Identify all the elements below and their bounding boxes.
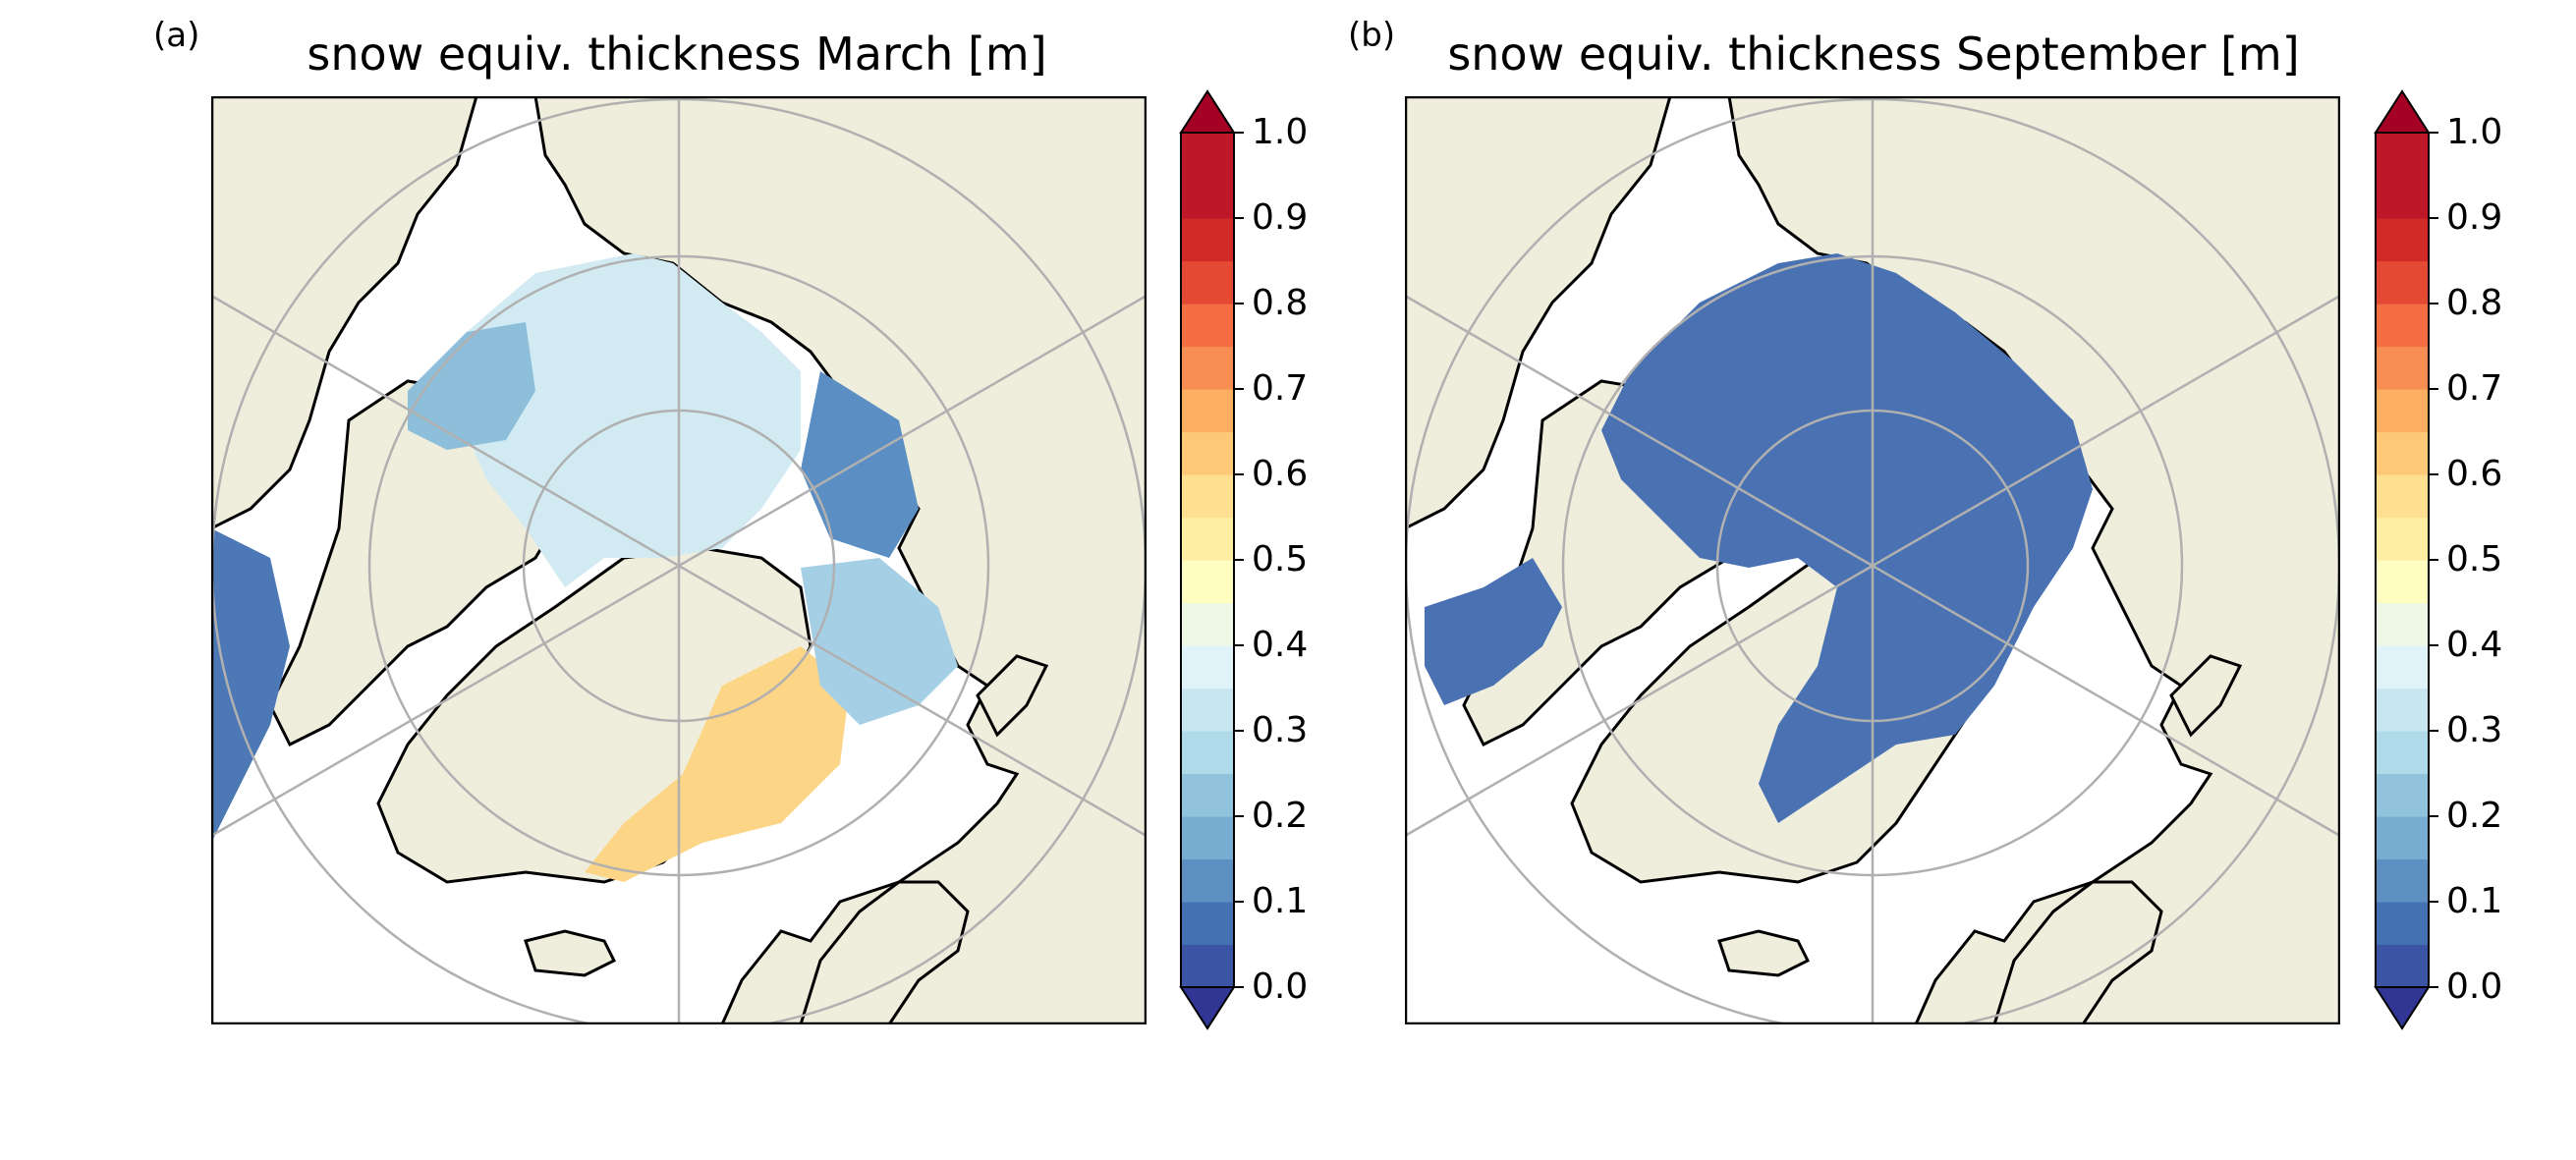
colorbar-tick-label: 0.8 [1252,283,1309,323]
land-iceland [1717,929,1811,977]
colorbar-bin [2376,218,2429,262]
snow-field-fram-strait [585,646,850,882]
colorbar-bin [2376,944,2429,988]
colorbar-bin [1181,133,1234,177]
colorbar-tick-label: 0.6 [1252,454,1309,494]
colorbar-bin [1181,346,1234,390]
panel-a-title: snow equiv. thickness March [m] [307,28,1047,81]
colorbar-tick-label: 0.6 [2446,454,2503,494]
colorbar-bin [2376,858,2429,903]
panel-b-colorbar [2374,89,2438,1030]
colorbar-bin [1181,858,1234,903]
colorbar-tick-label: 0.5 [1252,539,1309,580]
colorbar-bin [2376,517,2429,561]
colorbar-tick-label: 0.5 [2446,539,2503,580]
colorbar-tick-label: 1.0 [1252,112,1309,152]
colorbar-bin [2376,602,2429,646]
map-frame [1405,96,2340,1024]
colorbar-tick-label: 0.2 [1252,796,1309,836]
colorbar-tick-label: 0.0 [1252,967,1309,1007]
panel-a-letter: (a) [153,16,200,55]
meridian-120-300 [1405,294,2340,838]
colorbar-bin [1181,474,1234,519]
colorbar-bin [2376,133,2429,177]
panel-a-map [211,96,1147,1024]
colorbar-bin [1181,602,1234,646]
colorbar-bin [1181,645,1234,690]
colorbar-tick-label: 0.4 [2446,625,2503,665]
colorbar-bin [1181,260,1234,304]
map-frame [211,96,1147,1024]
colorbar-bin [1181,218,1234,262]
colorbar-extend-over [1179,89,1236,134]
colorbar-tick-label: 0.7 [1252,368,1309,409]
colorbar-bin [2376,474,2429,519]
snow-field-siberian-shelf [801,371,919,558]
colorbar-bin [1181,902,1234,946]
colorbar-bin [2376,731,2429,775]
snow-field-baffin [1425,558,1562,705]
colorbar-bin [1181,944,1234,988]
panel-a-colorbar [1179,89,1244,1030]
colorbar-bin [1181,731,1234,775]
colorbar-bin [1181,560,1234,604]
colorbar-bin [2376,431,2429,475]
colorbar-bin [2376,688,2429,732]
colorbar-bin [1181,304,1234,348]
snow-field-pacific-side [408,322,535,450]
colorbar-tick-label: 0.3 [1252,710,1309,750]
land-scandinavia [799,880,970,1024]
colorbar-bin [1181,773,1234,817]
colorbar-tick-label: 0.7 [2446,368,2503,409]
colorbar-bin [2376,560,2429,604]
colorbar-tick-label: 1.0 [2446,112,2503,152]
colorbar-bin [2376,645,2429,690]
colorbar-bin [2376,902,2429,946]
panel-b-letter: (b) [1348,16,1396,55]
land-iceland [524,929,617,977]
snow-field-central-arctic [457,253,801,587]
panel-b-map [1405,96,2340,1024]
colorbar-tick-label: 0.1 [1252,881,1309,921]
land-novaya-zemlya [2169,654,2243,738]
colorbar-bin [2376,773,2429,817]
panel-b-title: snow equiv. thickness September [m] [1447,28,2300,81]
colorbar-bin [2376,175,2429,219]
meridian-120-300 [211,294,1147,838]
snow-field-baffin [211,528,290,843]
colorbar-extend-under [2374,986,2431,1030]
colorbar-tick-label: 0.9 [1252,197,1309,238]
colorbar-bin [1181,175,1234,219]
colorbar-bin [2376,346,2429,390]
colorbar-bin [1181,688,1234,732]
colorbar-bin [2376,816,2429,860]
colorbar-tick-label: 0.1 [2446,881,2503,921]
colorbar-bin [1181,389,1234,433]
colorbar-bin [1181,431,1234,475]
colorbar-bin [2376,389,2429,433]
land-scandinavia [1992,880,2163,1024]
colorbar-tick-label: 0.9 [2446,197,2503,238]
colorbar-bin [2376,260,2429,304]
colorbar-tick-label: 0.2 [2446,796,2503,836]
colorbar-tick-label: 0.0 [2446,967,2503,1007]
land-novaya-zemlya [976,654,1049,738]
colorbar-tick-label: 0.4 [1252,625,1309,665]
colorbar-tick-label: 0.3 [2446,710,2503,750]
snow-field-central-arctic [1601,253,2093,823]
colorbar-bin [1181,517,1234,561]
snow-field-barents [801,558,958,725]
colorbar-bin [1181,816,1234,860]
colorbar-extend-under [1179,986,1236,1030]
colorbar-extend-over [2374,89,2431,134]
colorbar-tick-label: 0.8 [2446,283,2503,323]
colorbar-bin [2376,304,2429,348]
